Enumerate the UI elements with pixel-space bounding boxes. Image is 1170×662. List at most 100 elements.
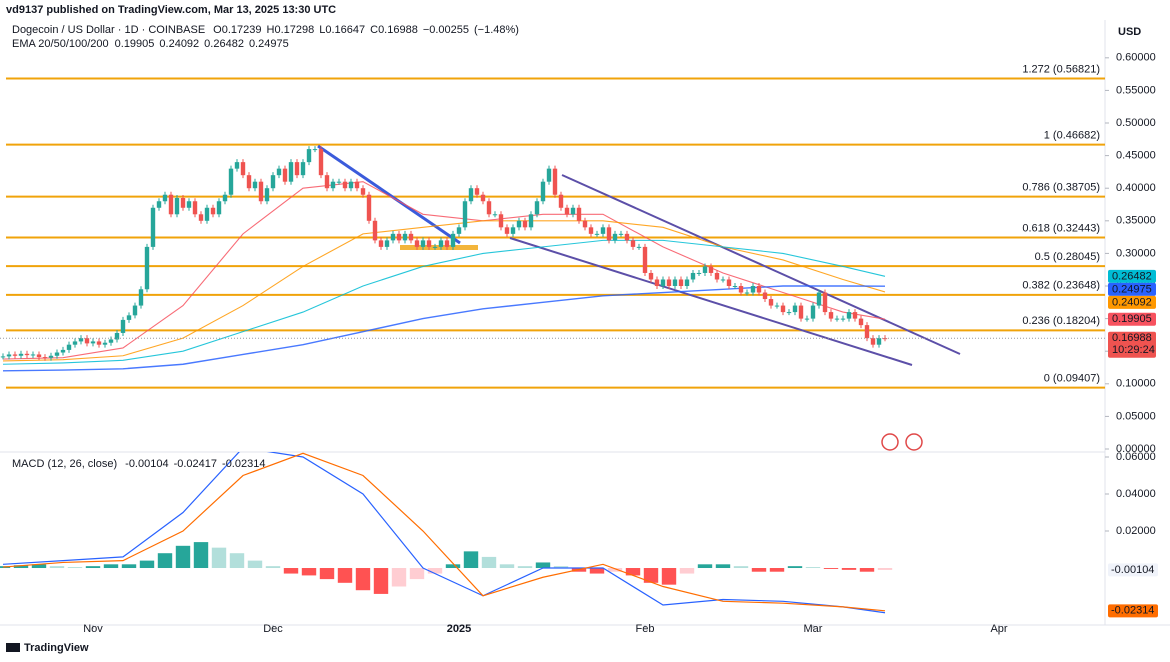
- candle: [132, 305, 138, 316]
- price-badge: [1108, 331, 1156, 358]
- candle: [474, 188, 480, 195]
- histogram-bar: [247, 560, 263, 569]
- y-tick-label: 0.45000: [1116, 150, 1156, 162]
- histogram-bar: [517, 566, 533, 569]
- symbol-title: Dogecoin / US Dollar · 1D · COINBASE: [12, 24, 205, 36]
- candle: [510, 227, 516, 234]
- candle: [696, 272, 702, 274]
- candle: [558, 194, 564, 208]
- candle: [768, 299, 774, 306]
- candle: [504, 227, 510, 234]
- candle: [96, 341, 102, 345]
- candle: [300, 162, 306, 176]
- histogram-bar: [499, 564, 515, 569]
- x-tick-label: Nov: [83, 623, 103, 635]
- candle: [774, 305, 780, 307]
- candle: [372, 220, 378, 241]
- y-tick-label: 0.00000: [1116, 443, 1156, 455]
- candle: [582, 220, 588, 228]
- macd-title: MACD (12, 26, close): [12, 458, 117, 470]
- candle: [30, 354, 36, 356]
- price-badge-label: 0.24975: [1112, 283, 1152, 295]
- candle: [750, 286, 756, 293]
- macd-badge: [1108, 563, 1158, 577]
- event-flag: [881, 433, 899, 451]
- candle: [756, 286, 762, 293]
- candle: [156, 201, 162, 208]
- fib-label: 0 (0.09407): [1044, 373, 1100, 385]
- histogram-bar: [157, 553, 173, 569]
- histogram-bar: [265, 566, 281, 569]
- candle: [84, 338, 90, 344]
- candle: [204, 207, 210, 221]
- candle: [54, 352, 60, 356]
- candle: [102, 342, 108, 345]
- candle: [606, 227, 612, 241]
- macd-badge: [1108, 604, 1158, 618]
- candle: [864, 325, 870, 339]
- candle: [714, 272, 720, 280]
- macd-value: -0.02314: [222, 458, 265, 470]
- candle: [522, 220, 528, 228]
- macd-hist-value: -0.00104: [125, 458, 168, 470]
- candle: [450, 233, 456, 247]
- price-badge: [1108, 312, 1156, 326]
- histogram-bar: [85, 566, 101, 569]
- ohlc-value: 0.16988: [378, 24, 418, 36]
- histogram-bar: [373, 568, 389, 594]
- candle: [294, 162, 300, 176]
- candle: [408, 233, 414, 241]
- ema-line: [2, 220, 886, 362]
- channel-lower: [509, 237, 913, 366]
- candle: [786, 312, 792, 314]
- macd-pane: [0, 452, 893, 614]
- candle: [624, 233, 630, 241]
- candle: [828, 312, 834, 319]
- candle: [546, 168, 552, 182]
- y-tick-label: 0.04000: [1116, 488, 1156, 500]
- candle: [516, 220, 522, 228]
- candle: [306, 149, 312, 163]
- candle: [600, 227, 606, 234]
- candle: [792, 305, 798, 313]
- candle: [414, 240, 420, 247]
- ema-value: 0.19905: [115, 38, 155, 50]
- candle: [210, 207, 216, 215]
- candle: [876, 338, 882, 345]
- channel-upper: [561, 174, 961, 355]
- fib-label: 1.272 (0.56821): [1022, 63, 1100, 75]
- candle: [846, 312, 852, 319]
- candle: [144, 246, 150, 290]
- candle: [588, 227, 594, 234]
- candle: [594, 233, 600, 235]
- y-tick-label: 0.02000: [1116, 525, 1156, 537]
- indicator-title: EMA 20/50/100/200: [12, 38, 109, 50]
- histogram-bar: [409, 568, 425, 580]
- candle: [330, 181, 336, 189]
- histogram-bar: [823, 568, 839, 569]
- histogram-bar: [553, 566, 569, 569]
- candle: [6, 354, 12, 357]
- candle: [438, 240, 444, 247]
- candle: [498, 214, 504, 228]
- brand-name: TradingView: [24, 642, 89, 654]
- histogram-bar: [283, 568, 299, 574]
- histogram-bar: [175, 545, 191, 569]
- candle: [564, 207, 570, 215]
- candle: [270, 175, 276, 189]
- histogram-bar: [877, 568, 893, 570]
- y-tick-label: 0.10000: [1116, 378, 1156, 390]
- histogram-bar: [805, 567, 821, 569]
- candle: [708, 266, 714, 273]
- candle: [24, 353, 30, 356]
- histogram-bar: [607, 568, 623, 572]
- fib-label: 0.236 (0.18204): [1022, 315, 1100, 327]
- candle: [870, 338, 876, 345]
- price-badge-label: 0.26482: [1112, 270, 1152, 282]
- candle: [240, 162, 246, 176]
- candle: [48, 355, 54, 358]
- publisher: vd9137 published on TradingView.com, Mar…: [6, 4, 336, 16]
- x-tick-label: 2025: [447, 623, 471, 635]
- candle: [822, 292, 828, 313]
- histogram-bar: [427, 568, 443, 574]
